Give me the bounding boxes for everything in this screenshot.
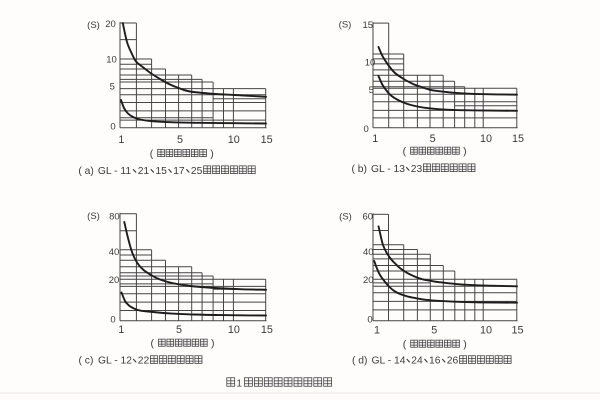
svg-text:0: 0 — [364, 124, 369, 135]
svg-text:15: 15 — [261, 134, 273, 146]
svg-text:GL - 11: GL - 11 — [98, 166, 131, 177]
svg-text:5: 5 — [177, 134, 183, 146]
svg-text:5: 5 — [176, 324, 182, 336]
svg-text:40: 40 — [363, 247, 374, 258]
svg-text:10: 10 — [228, 134, 240, 146]
svg-text:1: 1 — [236, 378, 242, 389]
svg-text:1: 1 — [372, 133, 378, 145]
svg-text:(: ( — [150, 148, 154, 160]
svg-text:): ) — [211, 338, 215, 350]
svg-text:10: 10 — [106, 55, 117, 66]
svg-text:(: ( — [403, 339, 407, 351]
svg-text:10: 10 — [365, 57, 376, 68]
svg-text:20: 20 — [105, 19, 116, 30]
svg-text:GL - 12: GL - 12 — [98, 356, 132, 367]
svg-text:15: 15 — [261, 324, 273, 336]
svg-text:24: 24 — [411, 356, 423, 367]
svg-text:( b): ( b) — [352, 164, 367, 175]
svg-text:40: 40 — [109, 247, 120, 258]
svg-text:15: 15 — [512, 133, 524, 145]
svg-text:10: 10 — [228, 324, 240, 336]
svg-text:15: 15 — [363, 20, 374, 31]
svg-text:1: 1 — [374, 325, 380, 337]
svg-text:1: 1 — [118, 134, 124, 146]
svg-text:(S): (S) — [87, 211, 100, 222]
svg-text:23: 23 — [411, 164, 423, 175]
svg-text:21: 21 — [138, 166, 150, 177]
svg-text:): ) — [463, 339, 467, 351]
svg-text:5: 5 — [431, 325, 437, 337]
svg-text:80: 80 — [109, 212, 120, 223]
svg-text:10: 10 — [480, 325, 492, 337]
svg-text:22: 22 — [138, 356, 150, 367]
svg-text:60: 60 — [363, 211, 374, 222]
svg-text:(: ( — [403, 146, 407, 158]
svg-text:10: 10 — [480, 133, 492, 145]
svg-text:0: 0 — [110, 122, 115, 133]
svg-text:5: 5 — [430, 133, 436, 145]
svg-text:0: 0 — [110, 315, 115, 326]
svg-text:(S): (S) — [339, 20, 352, 31]
svg-text:GL - 14: GL - 14 — [372, 356, 406, 367]
svg-text:GL - 13: GL - 13 — [371, 164, 405, 175]
svg-text:5: 5 — [369, 85, 374, 96]
svg-text:(: ( — [151, 338, 155, 350]
svg-text:( c): ( c) — [79, 356, 94, 367]
svg-text:15: 15 — [155, 166, 167, 177]
svg-text:(S): (S) — [87, 20, 100, 31]
svg-text:( a): ( a) — [78, 166, 93, 177]
svg-text:5: 5 — [110, 82, 115, 93]
svg-text:25: 25 — [191, 166, 203, 177]
svg-text:0: 0 — [367, 314, 372, 325]
svg-text:( d): ( d) — [352, 356, 367, 367]
svg-text:15: 15 — [511, 325, 523, 337]
svg-text:1: 1 — [118, 324, 124, 336]
svg-text:17: 17 — [173, 166, 185, 177]
svg-text:26: 26 — [447, 356, 459, 367]
svg-text:): ) — [210, 148, 214, 160]
svg-text:): ) — [463, 146, 467, 158]
svg-text:(S): (S) — [339, 211, 352, 222]
svg-text:20: 20 — [109, 275, 120, 286]
svg-text:16: 16 — [429, 356, 441, 367]
svg-text:20: 20 — [363, 275, 374, 286]
